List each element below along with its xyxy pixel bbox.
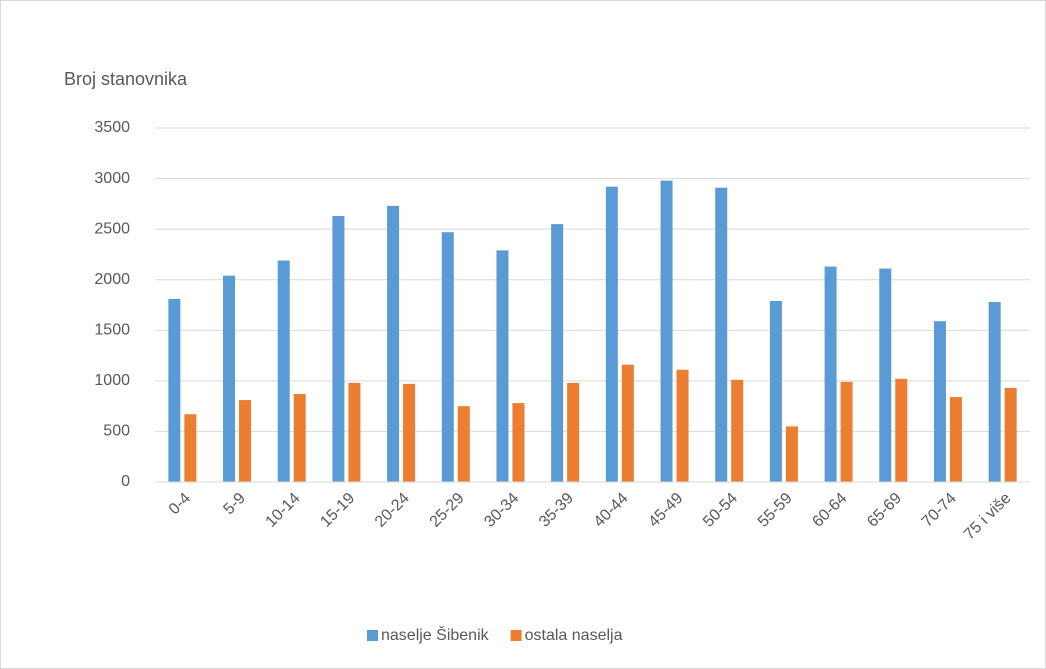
bar [676, 369, 689, 482]
bar [895, 378, 908, 482]
bar [715, 187, 728, 482]
bar [1004, 387, 1017, 482]
bar [332, 215, 345, 482]
bar [293, 394, 306, 482]
legend-swatch [510, 630, 522, 641]
bar [949, 397, 962, 482]
bar [512, 403, 525, 482]
bar [457, 406, 470, 482]
bar [660, 180, 673, 482]
y-tick-label: 2500 [94, 220, 130, 237]
y-tick-label: 0 [121, 473, 130, 490]
bar [496, 250, 509, 482]
bar [621, 364, 634, 482]
bar [168, 298, 181, 482]
bar [387, 205, 400, 482]
legend-swatch [367, 630, 378, 641]
legend-label: ostala naselja [525, 627, 623, 644]
y-axis-title: Broj stanovnika [64, 69, 188, 89]
bar [223, 275, 236, 482]
bar [567, 382, 580, 482]
bar [824, 266, 837, 482]
y-tick-label: 500 [103, 423, 130, 440]
bar [184, 414, 197, 482]
y-tick-label: 2000 [94, 271, 130, 288]
legend-label: naselje Šibenik [381, 625, 490, 644]
bar [933, 321, 946, 482]
bar [785, 426, 798, 482]
bar [551, 224, 564, 483]
bar [840, 381, 853, 482]
bar [277, 260, 290, 482]
bar [239, 400, 252, 482]
bar [769, 300, 782, 482]
y-tick-label: 3000 [94, 170, 130, 187]
bar [879, 268, 892, 482]
bar [605, 186, 618, 483]
y-tick-label: 1500 [94, 322, 130, 339]
bar [348, 382, 361, 482]
y-tick-label: 1000 [94, 372, 130, 389]
bar [731, 379, 744, 482]
bar [988, 301, 1001, 482]
bar [441, 232, 454, 482]
bar [403, 383, 416, 482]
y-tick-label: 3500 [94, 119, 130, 136]
